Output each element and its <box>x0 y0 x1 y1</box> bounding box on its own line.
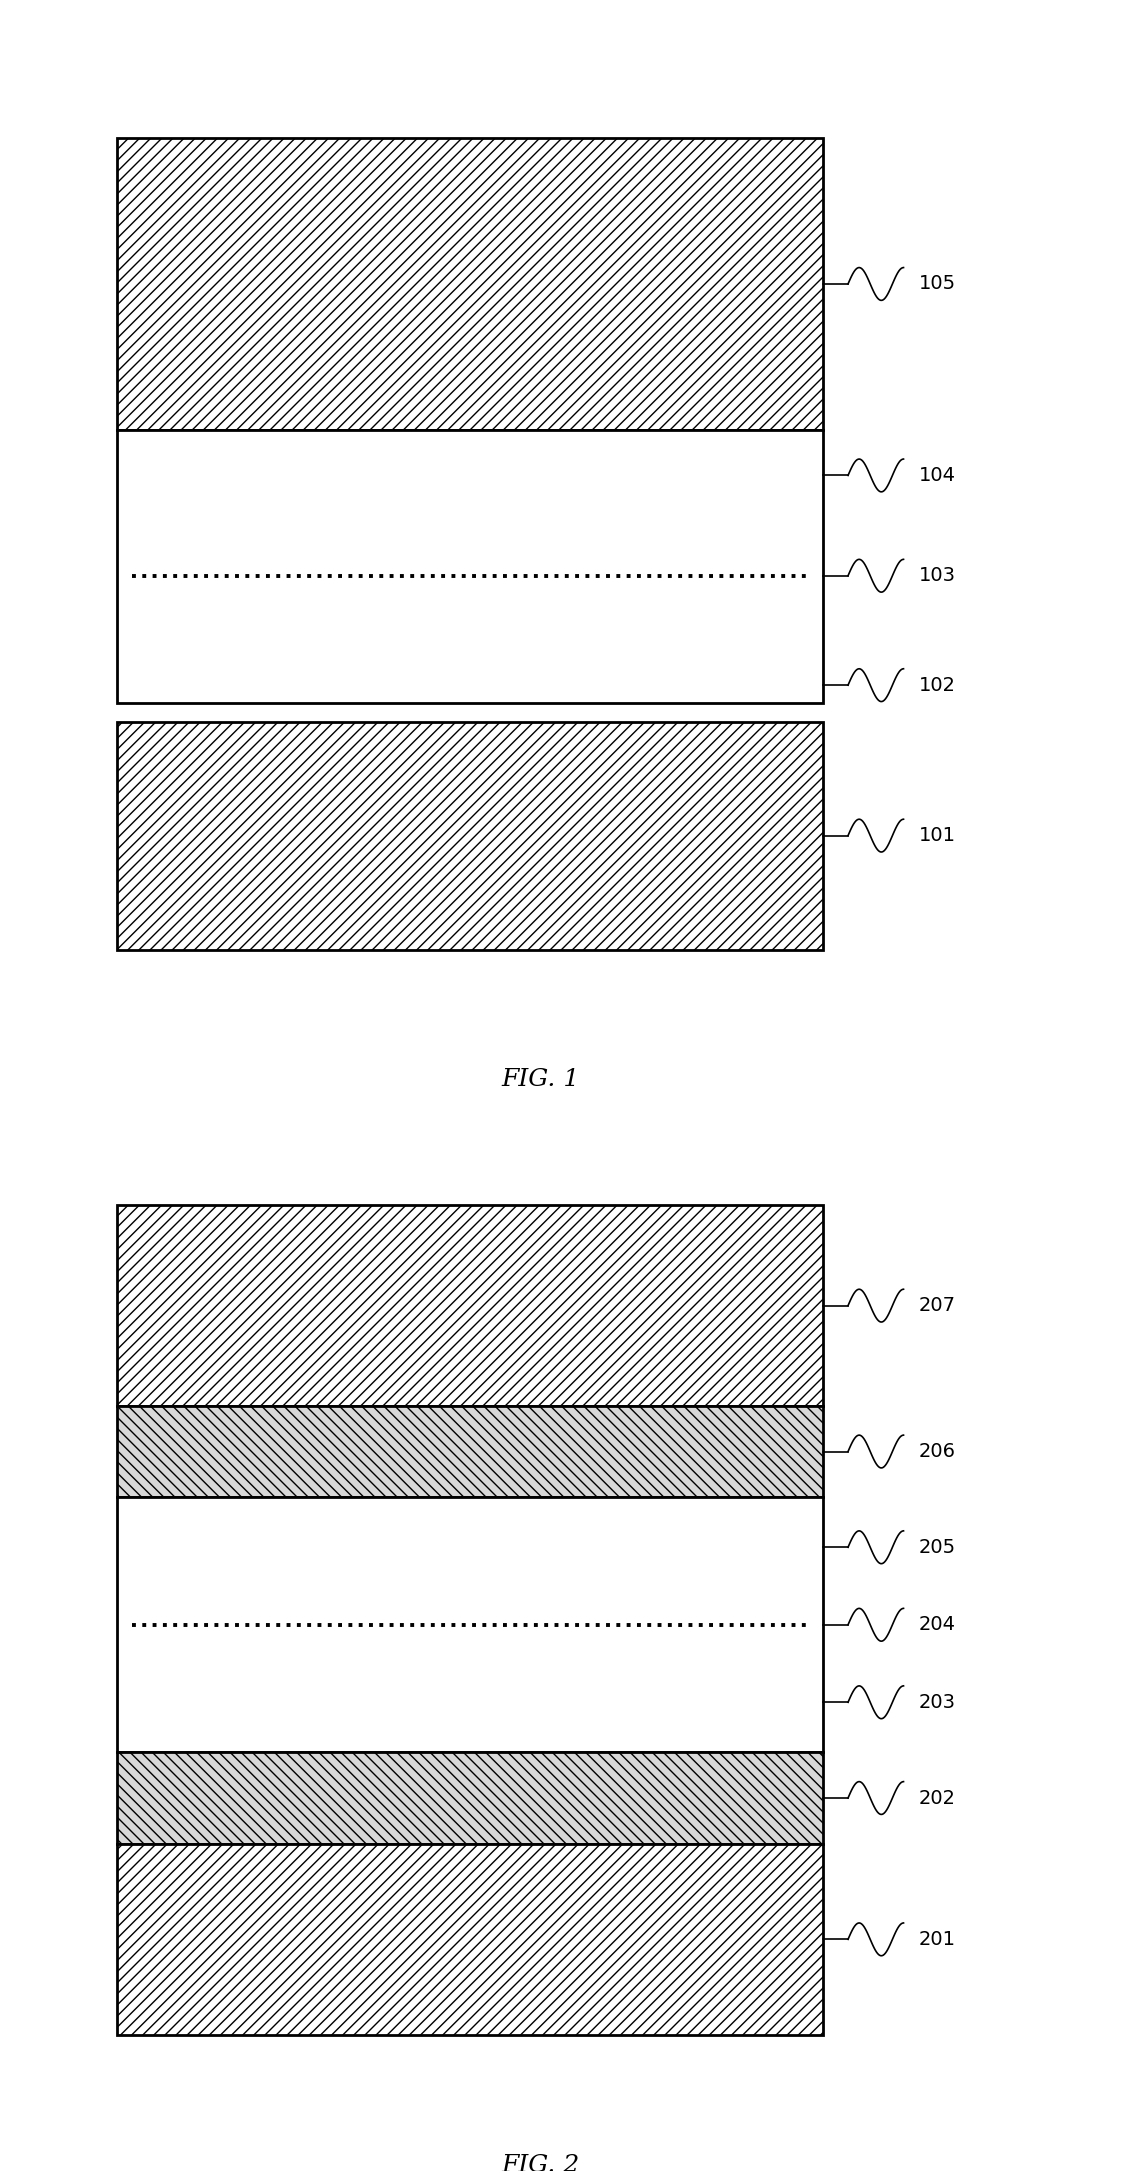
Text: 203: 203 <box>919 1693 956 1711</box>
Bar <box>117 721 823 949</box>
Bar <box>117 430 823 703</box>
Text: 201: 201 <box>919 1930 956 1950</box>
Text: 207: 207 <box>919 1296 956 1316</box>
Bar <box>117 1843 823 2034</box>
Bar <box>117 1498 823 1752</box>
Text: FIG. 2: FIG. 2 <box>501 2154 580 2171</box>
Text: 205: 205 <box>919 1537 956 1557</box>
Text: 105: 105 <box>919 274 956 293</box>
Text: 202: 202 <box>919 1789 956 1808</box>
Bar <box>117 1407 823 1498</box>
Bar <box>117 1752 823 1843</box>
Text: 101: 101 <box>919 827 956 845</box>
Bar <box>117 1205 823 1407</box>
Text: 104: 104 <box>919 467 956 484</box>
Text: 206: 206 <box>919 1442 956 1461</box>
Bar <box>117 139 823 430</box>
Text: FIG. 1: FIG. 1 <box>501 1068 580 1092</box>
Text: 103: 103 <box>919 567 956 586</box>
Text: 204: 204 <box>919 1615 956 1635</box>
Text: 102: 102 <box>919 675 956 695</box>
